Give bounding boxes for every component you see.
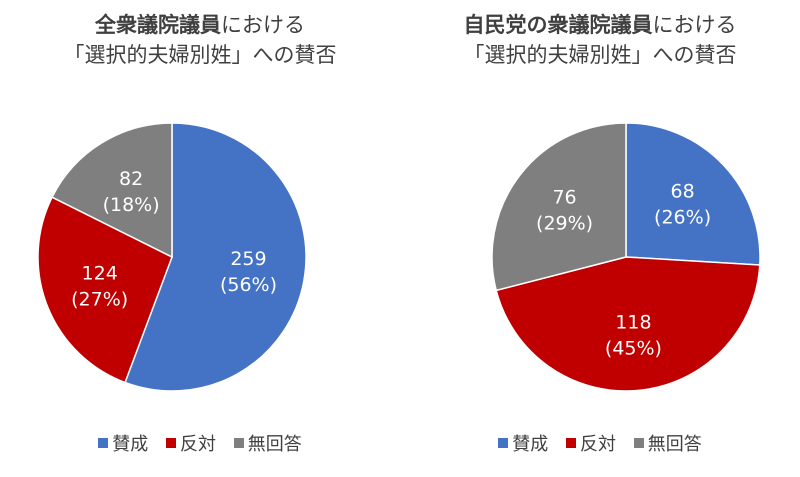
pie-slice-no-answer xyxy=(51,122,173,259)
slice-percent-label: (18%) xyxy=(103,194,160,216)
pie-slice-no-answer xyxy=(491,122,627,292)
slice-value-label: 124 xyxy=(82,262,118,284)
chart-legend: 賛成 反対 無回答 xyxy=(0,430,400,456)
pie-chart-all: 259 (56%) 124 (27%) 82 (18%) xyxy=(37,122,307,392)
pie-chart-ldp: 68 (26%) 118 (45%) 76 (29%) xyxy=(491,122,761,392)
slice-percent-label: (26%) xyxy=(654,207,711,229)
legend-swatch-support xyxy=(98,438,109,448)
chart-title-rest: における xyxy=(652,13,737,37)
chart-title-line2: 「選択的夫婦別姓」への賛否 xyxy=(63,43,337,67)
legend-swatch-no-answer xyxy=(633,438,644,448)
slice-value-label: 76 xyxy=(552,186,576,208)
legend-swatch-no-answer xyxy=(233,438,244,448)
legend-item-no-answer: 無回答 xyxy=(233,430,302,456)
chart-panel-all: 全衆議院議員における 「選択的夫婦別姓」への賛否 259 (56%) 124 (27%… xyxy=(0,10,400,456)
slice-percent-label: (45%) xyxy=(605,337,662,359)
pie-slice-support xyxy=(625,122,761,266)
slice-value-label: 68 xyxy=(670,181,694,203)
chart-title: 自民党の衆議院議員における 「選択的夫婦別姓」への賛否 xyxy=(400,10,800,70)
pie-slice-oppose xyxy=(37,196,173,384)
legend-item-support: 賛成 xyxy=(98,430,148,456)
pie-slice-oppose xyxy=(495,256,761,392)
slice-percent-label: (56%) xyxy=(220,274,277,296)
slice-percent-label: (29%) xyxy=(536,212,593,234)
chart-title: 全衆議院議員における 「選択的夫婦別姓」への賛否 xyxy=(0,10,400,70)
pie-slice-support xyxy=(124,122,307,392)
legend-item-oppose: 反対 xyxy=(566,430,616,456)
legend-item-support: 賛成 xyxy=(498,430,548,456)
chart-legend: 賛成 反対 無回答 xyxy=(400,430,800,456)
chart-title-bold: 自民党の衆議院議員 xyxy=(463,13,653,37)
chart-title-rest: における xyxy=(221,13,305,37)
slice-value-label: 118 xyxy=(615,311,651,333)
legend-swatch-oppose xyxy=(166,438,176,448)
chart-title-line2: 「選択的夫婦別姓」への賛否 xyxy=(463,43,737,67)
legend-item-oppose: 反対 xyxy=(166,430,216,456)
legend-swatch-oppose xyxy=(566,438,576,448)
legend-swatch-support xyxy=(498,438,509,448)
slice-percent-label: (27%) xyxy=(71,288,128,310)
chart-panel-ldp: 自民党の衆議院議員における 「選択的夫婦別姓」への賛否 68 (26%) 118 (4… xyxy=(400,0,800,477)
slice-value-label: 82 xyxy=(119,168,143,190)
legend-item-no-answer: 無回答 xyxy=(633,430,702,456)
chart-title-bold: 全衆議院議員 xyxy=(95,13,221,37)
slice-value-label: 259 xyxy=(230,248,266,270)
